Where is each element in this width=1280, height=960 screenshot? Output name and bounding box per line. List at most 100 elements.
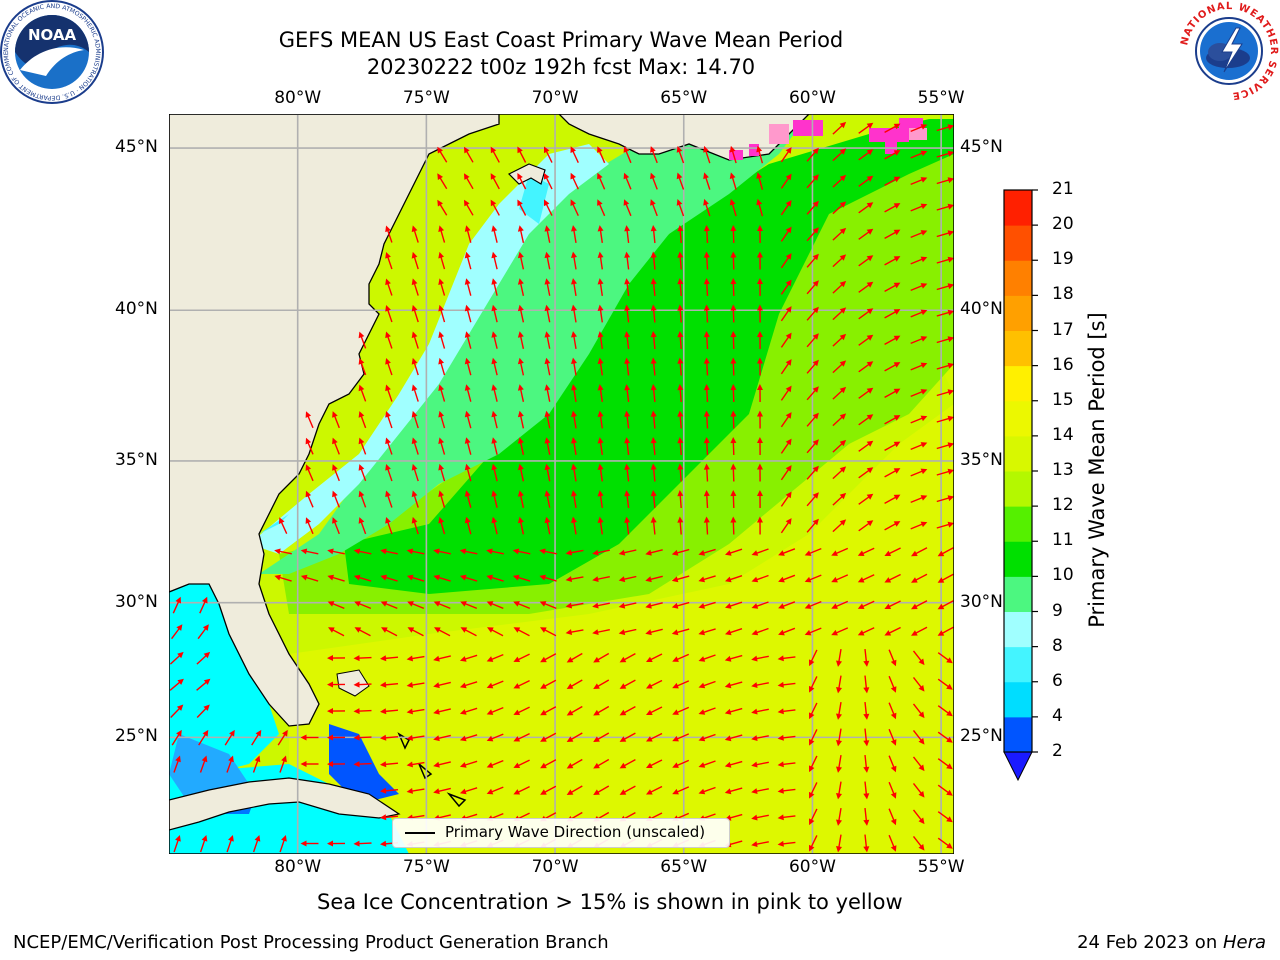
wave-direction-arrow bbox=[571, 384, 577, 403]
wave-direction-arrow bbox=[277, 729, 288, 746]
wave-direction-arrow bbox=[757, 410, 763, 429]
wave-direction-arrow bbox=[672, 759, 690, 768]
land-us-east bbox=[169, 114, 500, 727]
wave-direction-arrow bbox=[677, 304, 684, 323]
wave-direction-arrow bbox=[937, 600, 954, 610]
wave-direction-arrow bbox=[832, 386, 847, 400]
colorbar-tick-label: 13 bbox=[1052, 460, 1074, 480]
wave-direction-arrow bbox=[937, 837, 953, 849]
lat-label-left: 30°N bbox=[115, 591, 158, 612]
wave-direction-arrow bbox=[804, 574, 822, 583]
wave-direction-arrow bbox=[544, 278, 551, 296]
wave-direction-arrow bbox=[936, 309, 954, 317]
wave-direction-arrow bbox=[677, 463, 684, 482]
wave-direction-arrow bbox=[571, 410, 577, 429]
colorbar-tick-label: 12 bbox=[1052, 495, 1074, 516]
wave-direction-arrow bbox=[486, 680, 504, 689]
wave-direction-arrow bbox=[406, 735, 425, 741]
wave-direction-arrow bbox=[565, 549, 584, 556]
wave-direction-arrow bbox=[385, 252, 393, 270]
wave-direction-arrow bbox=[884, 468, 901, 478]
wave-direction-arrow bbox=[173, 755, 181, 773]
wave-direction-arrow bbox=[539, 548, 557, 555]
wave-direction-arrow bbox=[438, 437, 446, 455]
wave-direction-arrow bbox=[491, 410, 498, 429]
lon-label-bottom: 55°W bbox=[917, 857, 965, 877]
wave-direction-arrow bbox=[910, 256, 928, 265]
wave-direction-arrow bbox=[910, 336, 928, 345]
noaa-logo-text: NOAA bbox=[28, 26, 77, 44]
wave-direction-arrow bbox=[300, 840, 319, 847]
wave-direction-arrow bbox=[730, 463, 737, 482]
wave-direction-arrow bbox=[858, 361, 874, 373]
wave-direction-arrow bbox=[751, 814, 769, 821]
wave-direction-arrow bbox=[806, 492, 819, 507]
wave-direction-arrow bbox=[809, 676, 818, 693]
wave-direction-arrow bbox=[751, 761, 769, 768]
wave-direction-arrow bbox=[809, 702, 818, 720]
wave-direction-arrow bbox=[703, 251, 710, 270]
wave-direction-arrow bbox=[300, 574, 319, 582]
graticule bbox=[169, 114, 954, 854]
wave-direction-arrow bbox=[327, 840, 346, 847]
wave-direction-arrow bbox=[380, 574, 398, 582]
colorbar-segment bbox=[1004, 506, 1032, 542]
wave-direction-arrow bbox=[645, 575, 663, 583]
wave-direction-arrow bbox=[593, 679, 610, 689]
wave-direction-arrow bbox=[780, 279, 792, 295]
wave-direction-arrow bbox=[486, 653, 504, 662]
wave-direction-arrow bbox=[224, 729, 235, 746]
wave-direction-arrow bbox=[910, 442, 928, 451]
wave-direction-arrow bbox=[513, 706, 530, 715]
wave-direction-arrow bbox=[406, 655, 425, 662]
wave-direction-arrow bbox=[756, 198, 764, 217]
wave-direction-arrow bbox=[703, 357, 710, 376]
wave-direction-arrow bbox=[226, 755, 234, 773]
wave-direction-arrow bbox=[884, 176, 901, 187]
wave-direction-arrow bbox=[459, 707, 478, 715]
wave-direction-arrow bbox=[332, 517, 340, 535]
wave-direction-arrow bbox=[438, 304, 446, 323]
wave-direction-arrow bbox=[491, 278, 498, 296]
wave-direction-arrow bbox=[459, 760, 478, 768]
colorbar-segment bbox=[1004, 681, 1032, 718]
wave-direction-arrow bbox=[540, 653, 557, 663]
colorbar-tick-label: 4 bbox=[1052, 705, 1063, 726]
wave-direction-arrow bbox=[464, 437, 472, 455]
wave-direction-arrow bbox=[677, 331, 684, 350]
wave-direction-arrow bbox=[407, 627, 424, 637]
wave-direction-arrow bbox=[406, 574, 425, 582]
lat-label-right: 40°N bbox=[960, 299, 1003, 320]
wave-direction-arrow bbox=[806, 412, 819, 427]
wave-direction-arrow bbox=[170, 704, 184, 718]
wave-period-map bbox=[169, 114, 954, 854]
wave-direction-arrow bbox=[571, 331, 577, 350]
wave-direction-arrow bbox=[464, 463, 472, 482]
wave-direction-arrow bbox=[937, 784, 953, 796]
wave-direction-arrow bbox=[911, 547, 928, 557]
wave-direction-arrow bbox=[411, 490, 419, 508]
wave-direction-arrow bbox=[593, 732, 610, 742]
wave-direction-arrow bbox=[698, 733, 716, 742]
wave-direction-arrow bbox=[623, 172, 632, 190]
colorbar-tick-label: 9 bbox=[1052, 600, 1063, 621]
wave-direction-arrow bbox=[646, 785, 663, 795]
colorbar-tick-label: 21 bbox=[1052, 179, 1074, 199]
wave-direction-arrow bbox=[858, 281, 874, 293]
wave-direction-arrow bbox=[857, 627, 875, 636]
wave-direction-arrow bbox=[491, 357, 498, 376]
wave-direction-arrow bbox=[593, 705, 610, 716]
wave-direction-arrow bbox=[888, 649, 897, 667]
wave-direction-arrow bbox=[806, 359, 819, 374]
wave-direction-arrow bbox=[544, 437, 551, 455]
wave-direction-arrow bbox=[671, 575, 690, 583]
wave-direction-arrow bbox=[566, 652, 583, 663]
wave-direction-arrow bbox=[623, 199, 632, 217]
wave-direction-arrow bbox=[490, 199, 500, 216]
wave-direction-arrow bbox=[672, 733, 690, 742]
wave-direction-arrow bbox=[197, 624, 209, 640]
wave-direction-arrow bbox=[858, 440, 874, 452]
wave-direction-arrow bbox=[464, 304, 472, 323]
wave-direction-arrow bbox=[433, 761, 451, 768]
wave-direction-arrow bbox=[198, 729, 209, 746]
